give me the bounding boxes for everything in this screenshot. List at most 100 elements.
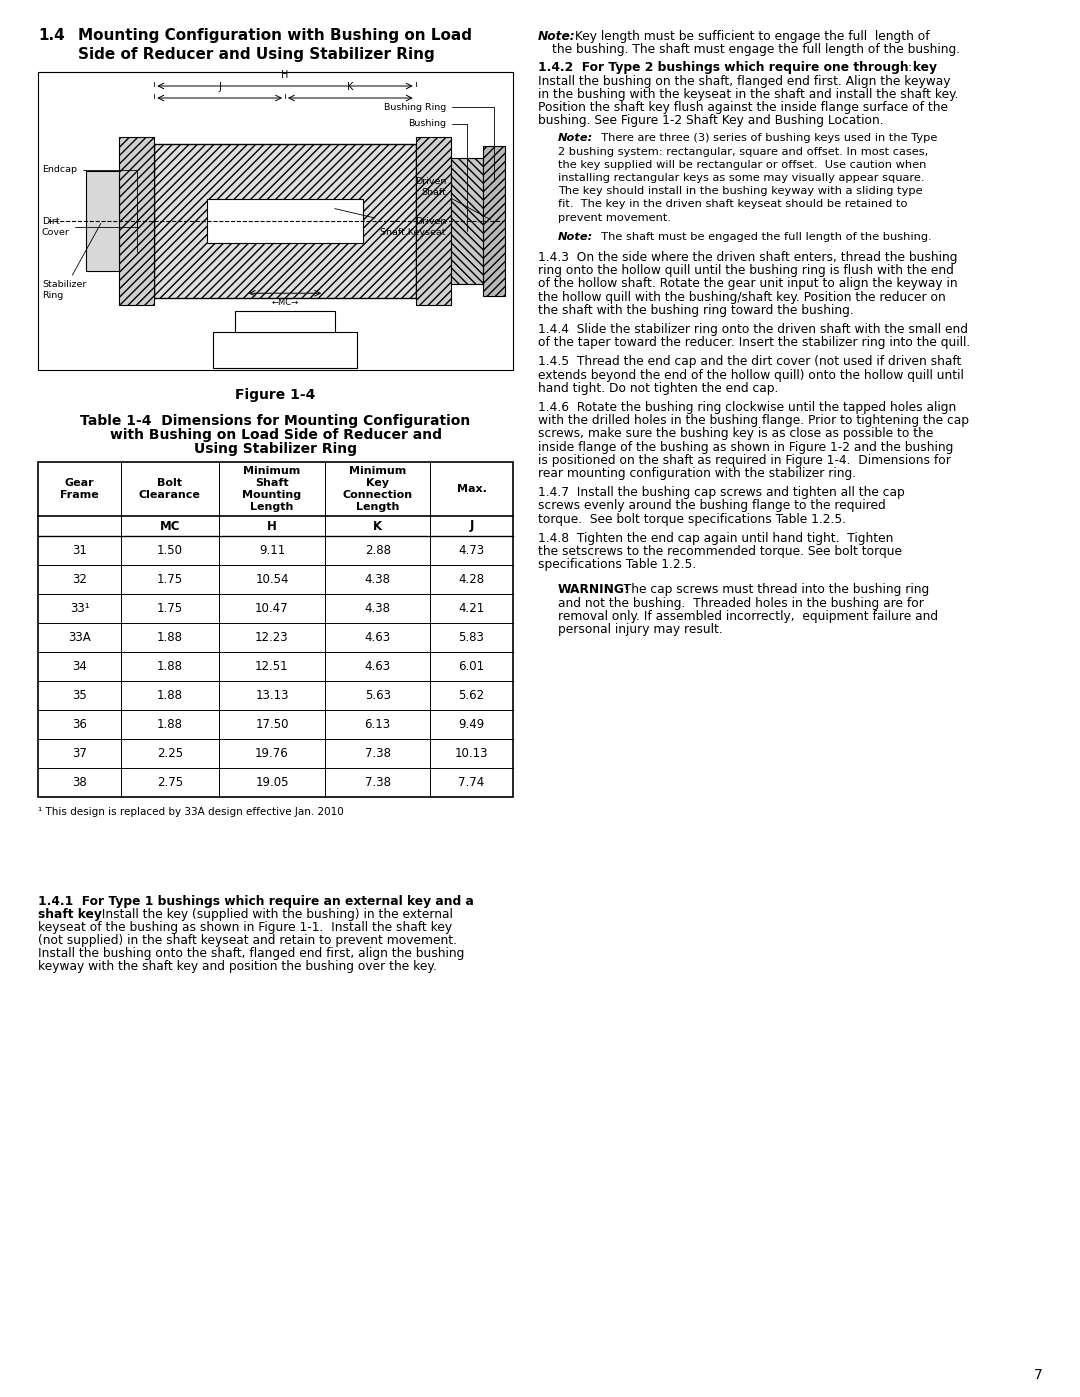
Text: 7: 7 [1035, 1368, 1043, 1382]
Text: 1.4.2  For Type 2 bushings which require one through key: 1.4.2 For Type 2 bushings which require … [538, 61, 937, 74]
Text: 4.28: 4.28 [458, 573, 485, 585]
Text: 1.4.6  Rotate the bushing ring clockwise until the tapped holes align: 1.4.6 Rotate the bushing ring clockwise … [538, 401, 956, 414]
Text: removal only. If assembled incorrectly,  equipment failure and: removal only. If assembled incorrectly, … [558, 610, 939, 623]
Text: The key should install in the bushing keyway with a sliding type: The key should install in the bushing ke… [558, 186, 922, 196]
Text: 1.4.4  Slide the stabilizer ring onto the driven shaft with the small end: 1.4.4 Slide the stabilizer ring onto the… [538, 323, 968, 337]
Text: Note:: Note: [558, 133, 593, 144]
Text: Max.: Max. [457, 483, 486, 495]
Text: bushing. See Figure 1-2 Shaft Key and Bushing Location.: bushing. See Figure 1-2 Shaft Key and Bu… [538, 115, 883, 127]
Text: 6.13: 6.13 [365, 718, 391, 731]
Bar [234, 310, 335, 332]
Text: WARNING!: WARNING! [558, 584, 631, 597]
Text: 10.13: 10.13 [455, 747, 488, 760]
Text: 1.88: 1.88 [157, 659, 183, 673]
Bar [38, 73, 513, 370]
Text: There are three (3) series of bushing keys used in the Type: There are three (3) series of bushing ke… [594, 133, 937, 144]
Text: 35: 35 [72, 689, 86, 703]
Text: the bushing. The shaft must engage the full length of the bushing.: the bushing. The shaft must engage the f… [552, 43, 960, 56]
Text: ←MC→: ←MC→ [271, 298, 298, 307]
Text: 5.62: 5.62 [458, 689, 485, 703]
Text: 1.4: 1.4 [38, 28, 65, 43]
Text: 6.01: 6.01 [458, 659, 485, 673]
Text: the key supplied will be rectangular or offset.  Use caution when: the key supplied will be rectangular or … [558, 159, 927, 170]
Text: prevent movement.: prevent movement. [558, 212, 671, 222]
Text: MC: MC [160, 520, 180, 532]
Text: 12.51: 12.51 [255, 659, 288, 673]
Text: is positioned on the shaft as required in Figure 1-4.  Dimensions for: is positioned on the shaft as required i… [538, 454, 950, 467]
Text: Dirt
Cover: Dirt Cover [42, 207, 136, 236]
Text: The cap screws must thread into the bushing ring: The cap screws must thread into the bush… [616, 584, 929, 597]
Text: screws, make sure the bushing key is as close as possible to the: screws, make sure the bushing key is as … [538, 427, 933, 440]
Text: hand tight. Do not tighten the end cap.: hand tight. Do not tighten the end cap. [538, 381, 779, 395]
Text: K: K [373, 520, 382, 532]
Text: shaft key: shaft key [38, 908, 102, 921]
Text: Key length must be sufficient to engage the full  length of: Key length must be sufficient to engage … [571, 29, 930, 43]
Text: 1.4.7  Install the bushing cap screws and tighten all the cap: 1.4.7 Install the bushing cap screws and… [538, 486, 905, 499]
Bar [119, 137, 154, 305]
Text: 1.4.3  On the side where the driven shaft enters, thread the bushing: 1.4.3 On the side where the driven shaft… [538, 251, 958, 264]
Text: in the bushing with the keyseat in the shaft and install the shaft key.: in the bushing with the keyseat in the s… [538, 88, 959, 101]
Text: 9.11: 9.11 [259, 543, 285, 557]
Text: 19.05: 19.05 [255, 775, 288, 789]
Text: 7.38: 7.38 [365, 775, 391, 789]
Text: Minimum
Shaft
Mounting
Length: Minimum Shaft Mounting Length [242, 467, 301, 511]
Text: 9.49: 9.49 [458, 718, 485, 731]
Text: the hollow quill with the bushing/shaft key. Position the reducer on: the hollow quill with the bushing/shaft … [538, 291, 946, 303]
Text: installing rectangular keys as some may visually appear square.: installing rectangular keys as some may … [558, 173, 924, 183]
Text: 5.83: 5.83 [459, 631, 484, 644]
Text: 2.25: 2.25 [157, 747, 183, 760]
Text: 1.88: 1.88 [157, 631, 183, 644]
Text: specifications Table 1.2.5.: specifications Table 1.2.5. [538, 559, 697, 571]
Text: extends beyond the end of the hollow quill) onto the hollow quill until: extends beyond the end of the hollow qui… [538, 369, 963, 381]
Text: inside flange of the bushing as shown in Figure 1-2 and the bushing: inside flange of the bushing as shown in… [538, 440, 954, 454]
Text: 5.63: 5.63 [365, 689, 391, 703]
Text: 1.88: 1.88 [157, 689, 183, 703]
Text: 32: 32 [72, 573, 87, 585]
Text: screws evenly around the bushing flange to the required: screws evenly around the bushing flange … [538, 499, 886, 513]
Text: Stabilizer
Ring: Stabilizer Ring [42, 224, 100, 300]
Text: 7.74: 7.74 [458, 775, 485, 789]
Text: H: H [267, 520, 276, 532]
Text: 7.38: 7.38 [365, 747, 391, 760]
Text: and not the bushing.  Threaded holes in the bushing are for: and not the bushing. Threaded holes in t… [558, 597, 923, 609]
Text: 36: 36 [72, 718, 87, 731]
Text: Endcap: Endcap [42, 165, 136, 251]
Bar [154, 144, 416, 299]
Bar [213, 332, 356, 367]
Text: personal injury may result.: personal injury may result. [558, 623, 723, 636]
Text: Bolt
Clearance: Bolt Clearance [139, 478, 201, 500]
Text: keyway with the shaft key and position the bushing over the key.: keyway with the shaft key and position t… [38, 960, 436, 972]
Text: J: J [469, 520, 474, 532]
Text: keyseat of the bushing as shown in Figure 1-1.  Install the shaft key: keyseat of the bushing as shown in Figur… [38, 921, 453, 935]
Text: Note:: Note: [538, 29, 576, 43]
Text: the shaft with the bushing ring toward the bushing.: the shaft with the bushing ring toward t… [538, 303, 854, 317]
Bar [416, 137, 451, 305]
Bar [484, 145, 504, 296]
Text: 1.4.1  For Type 1 bushings which require an external key and a: 1.4.1 For Type 1 bushings which require … [38, 895, 474, 908]
Bar [38, 462, 513, 798]
Text: torque.  See bolt torque specifications Table 1.2.5.: torque. See bolt torque specifications T… [538, 513, 846, 525]
Text: rear mounting configuration with the stabilizer ring.: rear mounting configuration with the sta… [538, 467, 856, 481]
Text: 2.75: 2.75 [157, 775, 183, 789]
Text: Using Stabilizer Ring: Using Stabilizer Ring [194, 441, 357, 455]
Text: 4.63: 4.63 [365, 631, 391, 644]
Text: 4.38: 4.38 [365, 602, 391, 615]
Text: Note:: Note: [558, 232, 593, 242]
Text: 1.50: 1.50 [157, 543, 183, 557]
Text: Bushing Ring: Bushing Ring [383, 102, 494, 180]
Text: 33¹: 33¹ [70, 602, 90, 615]
Text: Figure 1-4: Figure 1-4 [235, 388, 315, 402]
Text: 1.75: 1.75 [157, 602, 183, 615]
Text: K: K [347, 82, 353, 92]
Text: :  Install the key (supplied with the bushing) in the external: : Install the key (supplied with the bus… [90, 908, 453, 921]
Text: 33A: 33A [68, 631, 91, 644]
Text: Gear
Frame: Gear Frame [60, 478, 99, 500]
Text: 10.47: 10.47 [255, 602, 288, 615]
Text: 34: 34 [72, 659, 87, 673]
Text: Table 1-4  Dimensions for Mounting Configuration: Table 1-4 Dimensions for Mounting Config… [80, 414, 471, 427]
Text: J: J [218, 82, 221, 92]
Text: Position the shaft key flush against the inside flange surface of the: Position the shaft key flush against the… [538, 101, 948, 115]
Text: with Bushing on Load Side of Reducer and: with Bushing on Load Side of Reducer and [109, 427, 442, 441]
Text: 4.38: 4.38 [365, 573, 391, 585]
Text: H: H [281, 70, 288, 80]
